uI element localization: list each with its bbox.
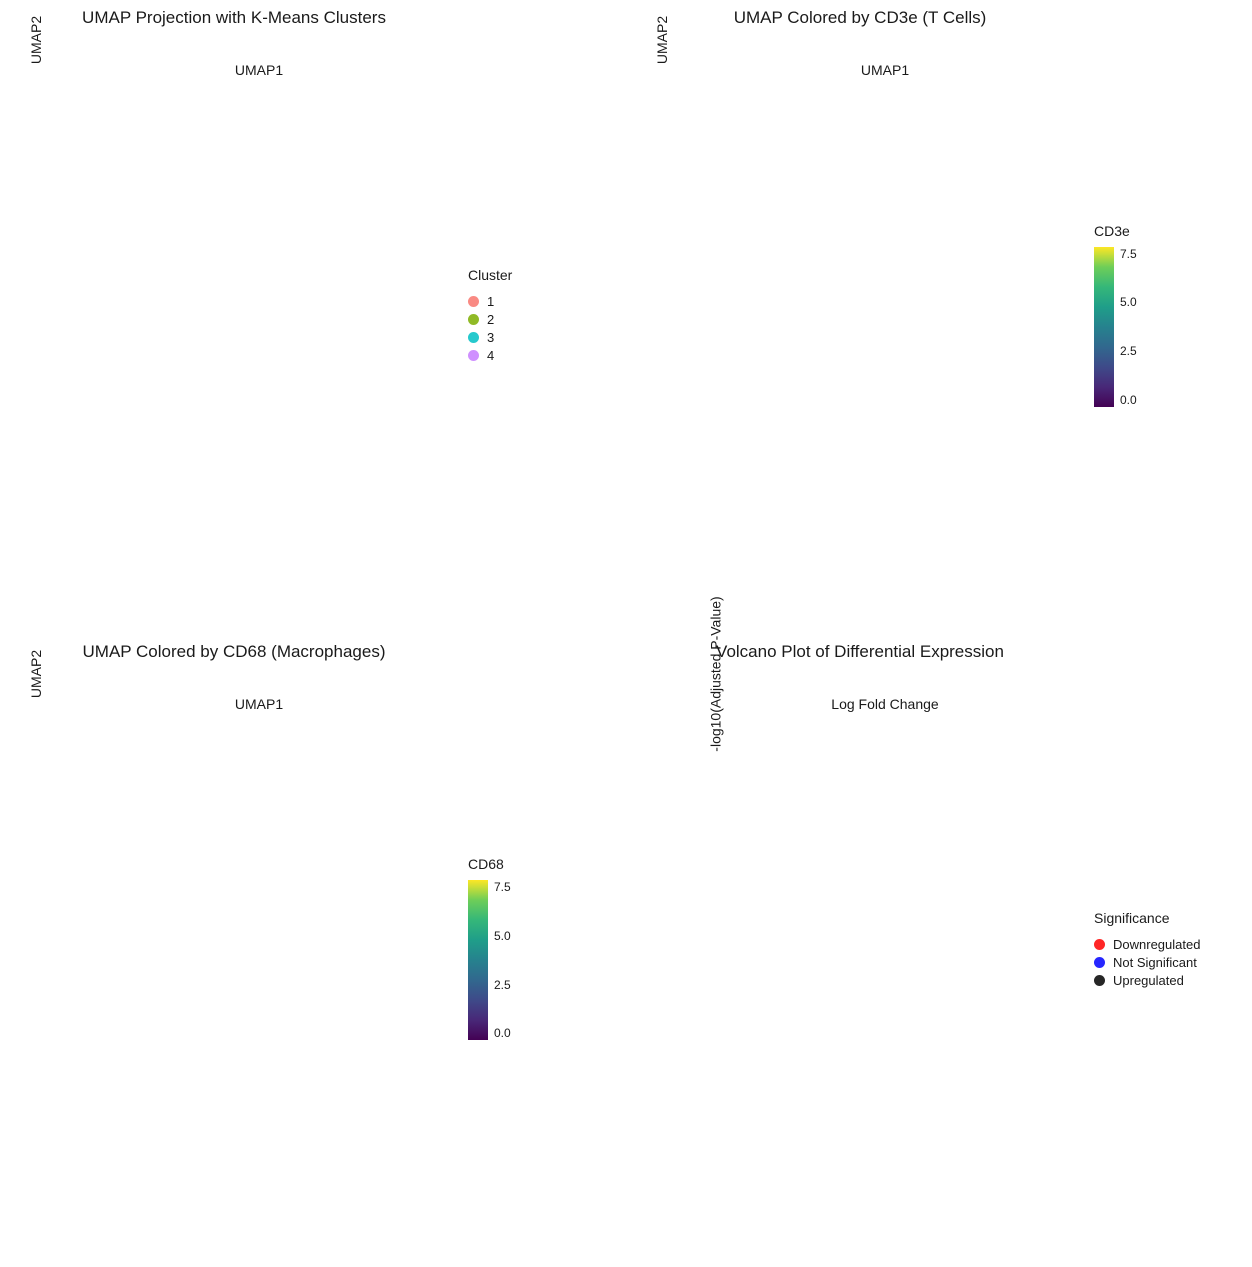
legend-label: Downregulated [1113, 937, 1200, 952]
panel-b-ylabel: UMAP2 [654, 16, 670, 64]
colorbar-tick: 2.5 [1120, 344, 1137, 358]
swatch-icon [468, 332, 479, 343]
panel-b-title: UMAP Colored by CD3e (T Cells) [626, 8, 1094, 28]
panel-b-colorbar [1094, 247, 1114, 407]
legend-item-cluster-1: 1 [468, 294, 618, 309]
colorbar-tick: 5.0 [494, 929, 511, 943]
swatch-icon [468, 350, 479, 361]
panel-a-xlabel: UMAP1 [235, 62, 283, 78]
legend-label: 2 [487, 312, 494, 327]
colorbar-tick: 7.5 [494, 880, 511, 894]
panel-d-legend-title: Significance [1094, 910, 1244, 926]
panel-a-legend: Cluster 1 2 3 4 [468, 0, 626, 634]
swatch-icon [468, 314, 479, 325]
panel-d-legend: Significance Downregulated Not Significan… [1094, 634, 1252, 1267]
panel-umap-cd68: UMAP Colored by CD68 (Macrophages) -2.50… [0, 634, 626, 1267]
panel-d-ylabel: -log10(Adjusted P-Value) [708, 596, 724, 751]
legend-item-cluster-3: 3 [468, 330, 618, 345]
legend-item-upregulated: Upregulated [1094, 973, 1244, 988]
panel-a-title: UMAP Projection with K-Means Clusters [0, 8, 468, 28]
panel-umap-clusters: UMAP Projection with K-Means Clusters -2… [0, 0, 626, 634]
panel-b-legend-title: CD3e [1094, 223, 1244, 239]
colorbar-tick: 0.0 [1120, 393, 1137, 407]
panel-volcano: Volcano Plot of Differential Expression … [626, 634, 1252, 1267]
panel-b-legend: CD3e 7.5 5.0 2.5 0.0 [1094, 0, 1252, 634]
colorbar-tick: 5.0 [1120, 295, 1137, 309]
legend-item-cluster-4: 4 [468, 348, 618, 363]
legend-label: 4 [487, 348, 494, 363]
panel-c-legend-title: CD68 [468, 856, 618, 872]
legend-label: Upregulated [1113, 973, 1184, 988]
legend-item-not-significant: Not Significant [1094, 955, 1244, 970]
legend-item-downregulated: Downregulated [1094, 937, 1244, 952]
panel-d-xlabel: Log Fold Change [831, 696, 938, 712]
swatch-icon [1094, 939, 1105, 950]
panel-c-colorbar-ticks: 7.5 5.0 2.5 0.0 [494, 880, 511, 1040]
colorbar-tick: 7.5 [1120, 247, 1137, 261]
panel-a-legend-title: Cluster [468, 267, 618, 283]
legend-label: 1 [487, 294, 494, 309]
panel-umap-cd3e: UMAP Colored by CD3e (T Cells) -2.50.02.… [626, 0, 1252, 634]
legend-item-cluster-2: 2 [468, 312, 618, 327]
panel-b-xlabel: UMAP1 [861, 62, 909, 78]
panel-a-ylabel: UMAP2 [28, 16, 44, 64]
colorbar-tick: 0.0 [494, 1026, 511, 1040]
swatch-icon [1094, 957, 1105, 968]
legend-label: 3 [487, 330, 494, 345]
swatch-icon [1094, 975, 1105, 986]
panel-c-title: UMAP Colored by CD68 (Macrophages) [0, 642, 468, 662]
panel-c-xlabel: UMAP1 [235, 696, 283, 712]
colorbar-tick: 2.5 [494, 978, 511, 992]
legend-label: Not Significant [1113, 955, 1197, 970]
panel-d-title: Volcano Plot of Differential Expression [626, 642, 1094, 662]
panel-c-colorbar [468, 880, 488, 1040]
panel-b-colorbar-ticks: 7.5 5.0 2.5 0.0 [1120, 247, 1137, 407]
panel-c-legend: CD68 7.5 5.0 2.5 0.0 [468, 634, 626, 1267]
figure-grid: UMAP Projection with K-Means Clusters -2… [0, 0, 1252, 1267]
panel-c-ylabel: UMAP2 [28, 649, 44, 697]
swatch-icon [468, 296, 479, 307]
